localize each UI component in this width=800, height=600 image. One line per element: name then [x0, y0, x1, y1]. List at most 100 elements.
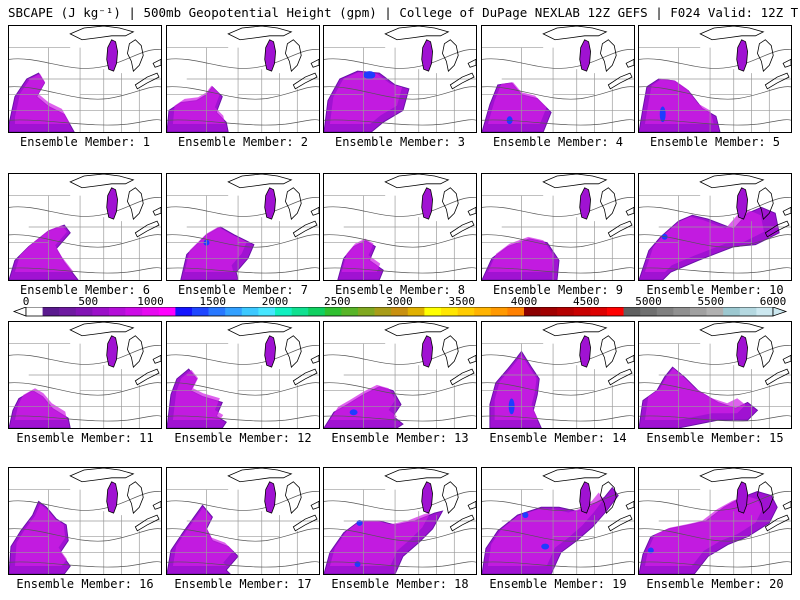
height-contour: [324, 267, 476, 274]
cape-area-high: [184, 226, 247, 272]
map: [9, 174, 161, 280]
colorbar-swatch: [275, 307, 292, 316]
cape-spot: [522, 512, 529, 519]
colorbar-swatch: [524, 307, 541, 316]
lake-outline: [227, 174, 293, 189]
colorbar-tick-label: 6000: [759, 295, 787, 308]
ensemble-map-panel: [481, 321, 635, 429]
lake-outline: [292, 72, 318, 90]
height-contour: [324, 382, 476, 396]
lake-outline: [736, 335, 748, 368]
lake-outline: [764, 220, 790, 238]
height-contour: [167, 49, 319, 69]
height-contour: [639, 234, 791, 248]
lake-outline: [442, 481, 459, 514]
colorbar-tick-label: 1000: [137, 295, 164, 308]
height-contour: [639, 415, 791, 422]
map: [9, 468, 161, 574]
cape-area-high: [644, 78, 714, 124]
height-contour: [9, 49, 161, 69]
ensemble-map-panel: [166, 321, 320, 429]
lake-outline: [542, 468, 608, 483]
map: [9, 322, 161, 428]
map: [167, 26, 319, 132]
colorbar-swatch: [358, 307, 375, 316]
ensemble-member-label: Ensemble Member: 2: [177, 135, 309, 149]
colorbar-swatch: [192, 307, 209, 316]
lake-outline: [264, 39, 276, 72]
height-contour: [167, 491, 319, 511]
colorbar-tick-label: 5500: [697, 295, 725, 308]
height-contour: [324, 345, 476, 365]
cape-spot: [541, 543, 550, 550]
height-contour: [167, 86, 319, 100]
ensemble-map-panel: [8, 25, 162, 133]
ensemble-member-label: Ensemble Member: 16: [16, 577, 154, 591]
ensemble-member-label: Ensemble Member: 5: [649, 135, 781, 149]
height-contour: [639, 561, 791, 568]
colorbar-swatch: [374, 307, 392, 316]
colorbar-swatch: [391, 307, 409, 316]
ensemble-map-panel: [323, 321, 477, 429]
lake-outline: [625, 206, 634, 216]
height-contour: [324, 49, 476, 69]
lake-outline: [699, 468, 765, 483]
height-contour: [639, 382, 791, 396]
height-contour: [639, 49, 791, 69]
map: [324, 174, 476, 280]
ensemble-map-panel: [638, 25, 792, 133]
lake-outline: [152, 500, 161, 510]
colorbar-tick-label: 3500: [448, 295, 476, 308]
cape-spot: [659, 106, 666, 123]
cape-area-high: [172, 85, 225, 124]
cape-area-high: [487, 236, 554, 272]
ensemble-member-label: Ensemble Member: 13: [331, 431, 469, 445]
map: [639, 468, 791, 574]
colorbar-swatch: [142, 307, 160, 316]
map: [324, 322, 476, 428]
ensemble-map-panel: [323, 467, 477, 575]
ensemble-map-panel: [8, 467, 162, 575]
lake-outline: [542, 322, 608, 337]
height-contour: [9, 86, 161, 100]
cape-area-high: [14, 73, 71, 124]
ensemble-map-panel: [323, 173, 477, 281]
colorbar-swatch: [507, 307, 525, 316]
height-contour: [9, 234, 161, 248]
height-contour: [324, 561, 476, 568]
lake-outline: [106, 335, 118, 368]
map: [639, 322, 791, 428]
lake-outline: [699, 174, 765, 189]
ensemble-member-label: Ensemble Member: 14: [489, 431, 627, 445]
lake-outline: [285, 39, 302, 72]
cape-area-high: [14, 388, 67, 420]
ensemble-map-panel: [481, 25, 635, 133]
colorbar-tick-label: 4000: [510, 295, 538, 308]
colorbar-swatch: [208, 307, 226, 316]
height-contour: [9, 119, 161, 126]
ensemble-map-panel: [8, 321, 162, 429]
height-contour: [324, 528, 476, 542]
colorbar-tick-label: 3000: [386, 295, 413, 308]
height-contour: [167, 382, 319, 396]
height-contour: [9, 197, 161, 217]
lake-outline: [152, 58, 161, 68]
lake-outline: [127, 39, 144, 72]
height-contour: [482, 86, 634, 100]
colorbar-swatch: [441, 307, 458, 316]
colorbar-swatch: [241, 307, 259, 316]
lake-outline: [106, 39, 118, 72]
lake-outline: [134, 368, 160, 386]
lake-outline: [69, 26, 135, 41]
height-contour: [639, 491, 791, 511]
height-contour: [482, 345, 634, 365]
height-contour: [324, 197, 476, 217]
colorbar-swatch: [42, 307, 60, 316]
ensemble-member-label: Ensemble Member: 4: [492, 135, 624, 149]
map: [167, 322, 319, 428]
colorbar-swatch: [407, 307, 425, 316]
height-contour: [167, 234, 319, 248]
lake-outline: [384, 174, 450, 189]
ensemble-member-label: Ensemble Member: 15: [646, 431, 784, 445]
lake-outline: [467, 58, 476, 68]
